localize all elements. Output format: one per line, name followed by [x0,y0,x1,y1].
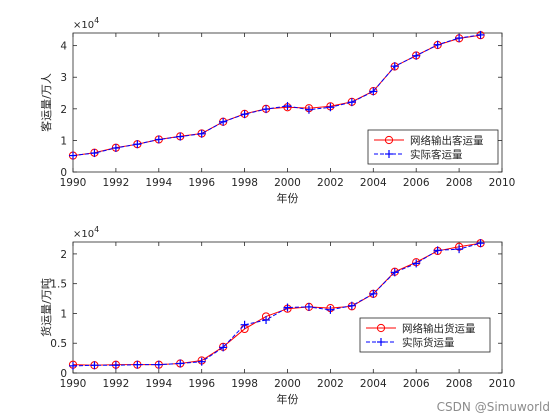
x-tick-label: 1990 [60,177,87,189]
data-point-plus [476,30,485,39]
data-point-plus [326,103,335,112]
x-tick-label: 2002 [317,378,344,390]
data-point-plus [369,87,378,96]
data-point-plus [111,361,120,370]
legend-label: 实际客运量 [410,148,463,161]
x-tick-label: 2010 [489,378,516,390]
x-tick-label: 1998 [231,378,258,390]
data-point-plus [304,105,313,114]
y-tick-label: 0.5 [50,338,67,350]
x-tick-label: 1996 [188,378,215,390]
y-tick-label: 2 [60,249,67,261]
x-tick-label: 2004 [360,378,387,390]
watermark: CSDN @Simuworld [436,400,550,414]
y-tick-label: 0 [60,368,67,380]
data-point-plus [412,51,421,60]
y-tick-label: 1 [60,135,67,147]
y-tick-label: 4 [60,41,67,53]
data-point-plus [240,110,249,119]
y-multiplier-label: ×104 [73,16,99,31]
x-tick-label: 1994 [145,177,172,189]
data-point-plus [262,105,271,114]
legend-swatch-marker [376,323,386,333]
chart-panel-2: 1990 1992 1994 1996 1998 2000 2002 2004 2006 2008… [39,225,515,406]
data-point-plus [390,268,399,277]
chart-panel-1: 1990 1992 1994 1996 1998 2000 2002 2004 2006 2008… [39,16,515,205]
data-point-plus [455,245,464,254]
data-point-plus [455,34,464,43]
legend-label: 实际货运量 [402,336,455,349]
data-point-plus [219,117,228,126]
data-point-plus [476,239,485,248]
data-point-plus [326,305,335,314]
data-point-plus [69,151,77,160]
data-point-plus [176,132,185,141]
data-point-plus [347,98,356,107]
x-tick-label: 2008 [446,177,473,189]
x-axis-label: 年份 [277,392,299,406]
data-point-plus [262,316,271,325]
x-tick-label: 1998 [231,177,258,189]
y-tick-label: 2 [60,104,67,116]
y-tick-label: 1 [60,308,67,320]
x-tick-label: 2000 [274,378,301,390]
data-point-plus [283,303,292,312]
data-point-plus [369,289,378,298]
y-tick-label: 0 [60,167,67,179]
x-tick-label: 1994 [145,378,172,390]
legend-box [359,317,491,353]
x-tick-label: 1992 [103,378,130,390]
data-point-plus [111,143,120,152]
data-point-plus [433,246,442,255]
data-point-plus [154,360,163,369]
y-multiplier-base: ×10 [73,20,94,31]
y-tick-label: 3 [60,72,67,84]
data-point-plus [133,140,142,149]
data-point-plus [347,301,356,310]
y-multiplier-exponent: 4 [94,16,99,25]
data-point-plus [219,343,228,352]
y-multiplier-exponent: 4 [94,225,99,234]
data-point-plus [283,101,292,110]
y-tick-label: 1.5 [50,279,67,291]
x-tick-label: 2002 [317,177,344,189]
data-point-plus [133,360,142,369]
data-point-plus [90,149,99,158]
x-axis-label: 年份 [277,191,299,205]
legend-label: 网络输出货运量 [402,322,476,335]
y-multiplier-base: ×10 [73,229,94,240]
data-point-plus [90,361,99,370]
data-point-plus [433,40,442,49]
legend-label: 网络输出客运量 [410,134,484,147]
series-line-2 [72,34,481,157]
data-point-plus [154,135,163,144]
data-point-plus [390,62,399,71]
x-tick-label: 2004 [360,177,387,189]
x-tick-label: 1992 [103,177,130,189]
y-axis-label: 客运量/万人 [39,73,53,132]
data-point-plus [304,302,313,311]
x-tick-label: 2010 [489,177,516,189]
x-tick-label: 2000 [274,177,301,189]
x-tick-label: 1990 [60,378,87,390]
data-point-plus [412,259,421,268]
x-tick-label: 1996 [188,177,215,189]
y-multiplier-label: ×104 [73,225,99,240]
x-tick-label: 2006 [403,378,430,390]
x-tick-label: 2006 [403,177,430,189]
y-axis-label: 货运量/万吨 [39,278,53,337]
data-point-plus [197,357,206,366]
data-point-plus [69,361,77,370]
data-point-plus [240,320,249,329]
data-point-plus [197,129,206,138]
data-point-plus [176,359,185,368]
x-tick-label: 2008 [446,378,473,390]
legend-swatch-marker [384,135,394,145]
legend-box [367,129,499,165]
